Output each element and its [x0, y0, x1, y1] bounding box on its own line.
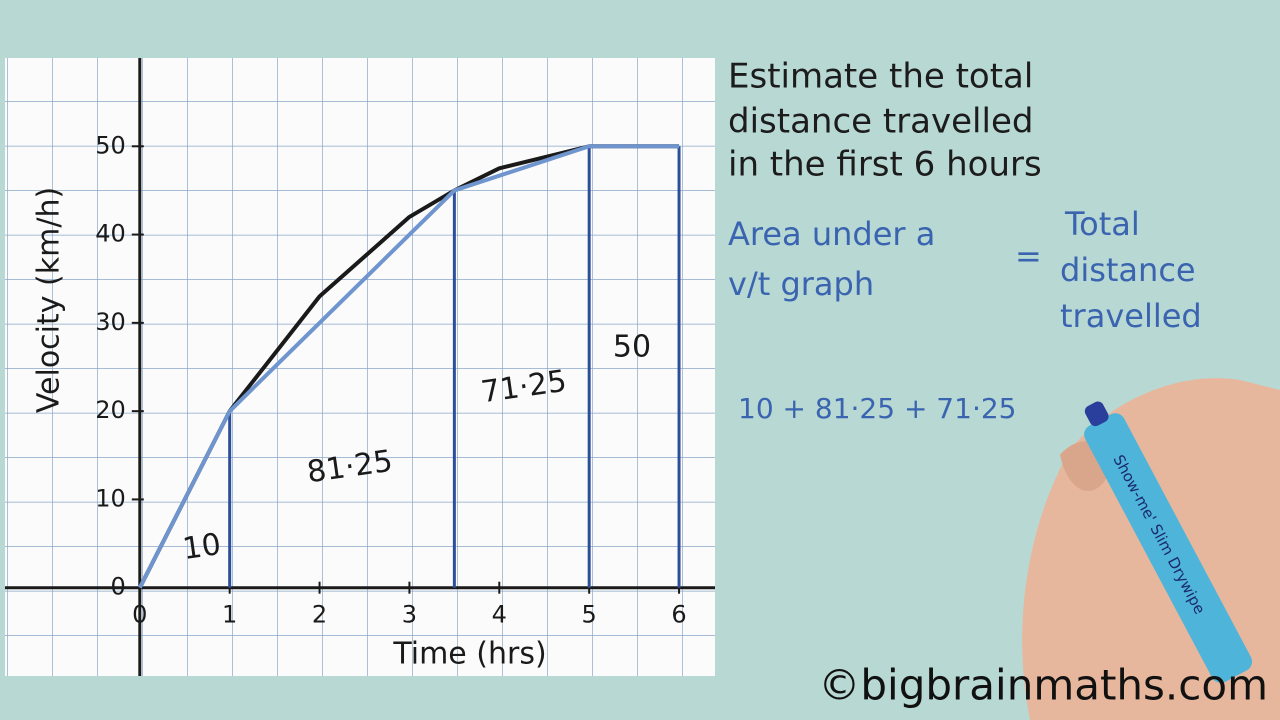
- x-tick-label: 6: [671, 601, 686, 629]
- area-label: 10: [181, 527, 224, 567]
- y-tick-label: 50: [95, 131, 126, 159]
- question: Estimate the total distance travelled in…: [728, 57, 1042, 185]
- pen-tip: [1084, 401, 1109, 427]
- working: 10 + 81·25 + 71·25: [738, 392, 1016, 425]
- y-tick-label: 0: [111, 573, 126, 601]
- question-line: distance travelled: [728, 102, 1033, 142]
- x-tick-label: 3: [402, 601, 417, 629]
- x-tick-label: 5: [582, 601, 597, 629]
- x-tick-label: 2: [312, 601, 327, 629]
- y-tick-label: 10: [95, 484, 126, 512]
- x-axis-label: Time (hrs): [392, 637, 546, 672]
- paper-grid: [5, 58, 715, 676]
- area-label: 50: [613, 330, 651, 365]
- pen-body: [1084, 413, 1253, 683]
- x-tick-label: 4: [492, 601, 507, 629]
- question-line: in the first 6 hours: [728, 145, 1042, 185]
- rule-text: v/t graph: [728, 265, 874, 303]
- y-tick-label: 40: [95, 220, 126, 248]
- equals: =: [1015, 237, 1042, 275]
- y-tick-label: 30: [95, 308, 126, 336]
- question-line: Estimate the total: [728, 57, 1033, 97]
- rule-text: Area under a: [728, 215, 935, 253]
- y-tick-label: 20: [95, 396, 126, 424]
- y-axis-label: Velocity (km/h): [32, 187, 67, 413]
- rule-text: distance: [1060, 251, 1196, 289]
- series-line: [138, 144, 680, 589]
- rule: Area under a v/t graph = Total distance …: [728, 205, 1202, 425]
- hand: Show-me' Slim Drywipe: [1022, 378, 1280, 720]
- watermark: ©bigbrainmaths.com: [818, 661, 1268, 710]
- x-tick-label: 1: [222, 601, 237, 629]
- x-tick-label: 0: [132, 601, 147, 629]
- rule-text: travelled: [1060, 297, 1202, 335]
- rule-text: Total: [1064, 205, 1140, 243]
